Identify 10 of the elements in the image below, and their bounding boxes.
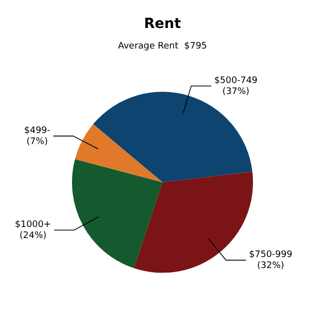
chart-subtitle: Average Rent $795 — [118, 42, 208, 52]
data-label: (32%) — [257, 261, 284, 272]
data-label: (24%) — [19, 230, 47, 241]
slice-label: $1000+ — [14, 220, 52, 230]
slice-label: $750-999 — [249, 250, 293, 260]
data-label: (37%) — [222, 86, 250, 97]
data-label: (7%) — [26, 136, 48, 147]
slice-label: $499- — [24, 126, 50, 136]
slice-label: $500-749 — [214, 76, 258, 86]
chart-title: Rent — [144, 16, 182, 32]
